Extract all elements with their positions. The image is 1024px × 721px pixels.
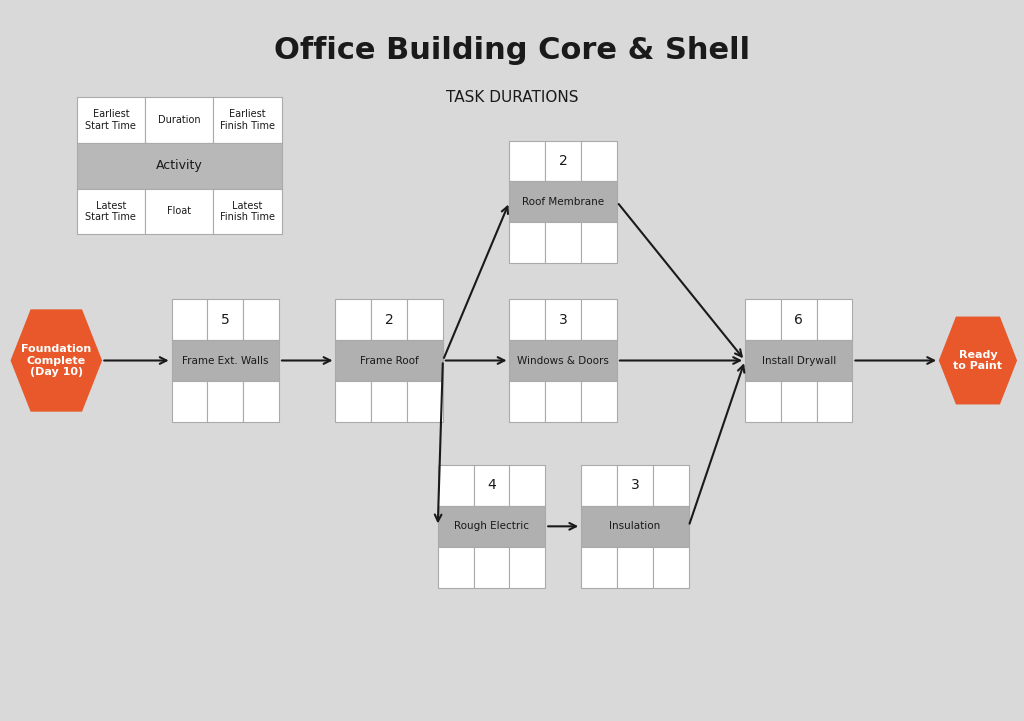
FancyBboxPatch shape	[172, 299, 207, 340]
FancyBboxPatch shape	[213, 97, 282, 143]
FancyBboxPatch shape	[546, 381, 582, 422]
FancyBboxPatch shape	[438, 465, 473, 506]
FancyBboxPatch shape	[172, 381, 207, 422]
FancyBboxPatch shape	[582, 222, 616, 263]
Text: Latest
Finish Time: Latest Finish Time	[220, 200, 275, 222]
Text: Earliest
Finish Time: Earliest Finish Time	[220, 110, 275, 131]
FancyBboxPatch shape	[510, 182, 616, 222]
FancyBboxPatch shape	[510, 381, 546, 422]
FancyBboxPatch shape	[371, 299, 407, 340]
FancyBboxPatch shape	[213, 189, 282, 234]
FancyBboxPatch shape	[336, 381, 371, 422]
Text: Activity: Activity	[156, 159, 203, 172]
FancyBboxPatch shape	[408, 299, 442, 340]
FancyBboxPatch shape	[745, 381, 781, 422]
Text: Ready
to Paint: Ready to Paint	[953, 350, 1002, 371]
Text: 6: 6	[795, 313, 803, 327]
FancyBboxPatch shape	[546, 141, 582, 182]
FancyBboxPatch shape	[616, 465, 653, 506]
FancyBboxPatch shape	[145, 97, 213, 143]
FancyBboxPatch shape	[336, 340, 442, 381]
Text: Foundation
Complete
(Day 10): Foundation Complete (Day 10)	[22, 344, 91, 377]
Text: 4: 4	[487, 479, 496, 492]
Text: Float: Float	[167, 206, 191, 216]
Text: TASK DURATIONS: TASK DURATIONS	[445, 90, 579, 105]
FancyBboxPatch shape	[653, 465, 688, 506]
FancyBboxPatch shape	[473, 547, 509, 588]
Text: 3: 3	[631, 479, 639, 492]
FancyBboxPatch shape	[510, 547, 545, 588]
FancyBboxPatch shape	[781, 381, 817, 422]
Text: 3: 3	[559, 313, 567, 327]
FancyBboxPatch shape	[817, 381, 852, 422]
Text: Install Drywall: Install Drywall	[762, 355, 836, 366]
FancyBboxPatch shape	[207, 381, 244, 422]
FancyBboxPatch shape	[408, 381, 442, 422]
Text: Office Building Core & Shell: Office Building Core & Shell	[274, 36, 750, 65]
FancyBboxPatch shape	[546, 299, 582, 340]
Text: Duration: Duration	[158, 115, 201, 125]
Text: Latest
Start Time: Latest Start Time	[85, 200, 136, 222]
FancyBboxPatch shape	[244, 381, 279, 422]
Text: Frame Ext. Walls: Frame Ext. Walls	[182, 355, 268, 366]
FancyBboxPatch shape	[510, 222, 546, 263]
FancyBboxPatch shape	[781, 299, 817, 340]
FancyBboxPatch shape	[653, 547, 688, 588]
FancyBboxPatch shape	[510, 340, 616, 381]
Polygon shape	[940, 317, 1016, 404]
FancyBboxPatch shape	[510, 141, 546, 182]
FancyBboxPatch shape	[145, 189, 213, 234]
FancyBboxPatch shape	[172, 340, 279, 381]
FancyBboxPatch shape	[546, 222, 582, 263]
FancyBboxPatch shape	[473, 465, 509, 506]
FancyBboxPatch shape	[77, 97, 145, 143]
Polygon shape	[11, 310, 101, 411]
Text: Roof Membrane: Roof Membrane	[522, 197, 604, 207]
Text: Windows & Doors: Windows & Doors	[517, 355, 609, 366]
FancyBboxPatch shape	[438, 506, 545, 547]
Text: Frame Roof: Frame Roof	[359, 355, 419, 366]
FancyBboxPatch shape	[510, 465, 545, 506]
FancyBboxPatch shape	[582, 506, 688, 547]
Text: Insulation: Insulation	[609, 521, 660, 531]
Text: 5: 5	[221, 313, 229, 327]
FancyBboxPatch shape	[510, 299, 546, 340]
FancyBboxPatch shape	[77, 189, 145, 234]
Text: 2: 2	[559, 154, 567, 168]
FancyBboxPatch shape	[244, 299, 279, 340]
FancyBboxPatch shape	[582, 381, 616, 422]
FancyBboxPatch shape	[582, 547, 616, 588]
FancyBboxPatch shape	[745, 299, 781, 340]
FancyBboxPatch shape	[817, 299, 852, 340]
FancyBboxPatch shape	[616, 547, 653, 588]
FancyBboxPatch shape	[745, 340, 852, 381]
FancyBboxPatch shape	[582, 141, 616, 182]
Text: Rough Electric: Rough Electric	[454, 521, 529, 531]
FancyBboxPatch shape	[77, 143, 282, 189]
FancyBboxPatch shape	[438, 547, 473, 588]
FancyBboxPatch shape	[582, 465, 616, 506]
Text: 2: 2	[385, 313, 393, 327]
FancyBboxPatch shape	[371, 381, 407, 422]
FancyBboxPatch shape	[582, 299, 616, 340]
FancyBboxPatch shape	[336, 299, 371, 340]
FancyBboxPatch shape	[207, 299, 244, 340]
Text: Earliest
Start Time: Earliest Start Time	[85, 110, 136, 131]
